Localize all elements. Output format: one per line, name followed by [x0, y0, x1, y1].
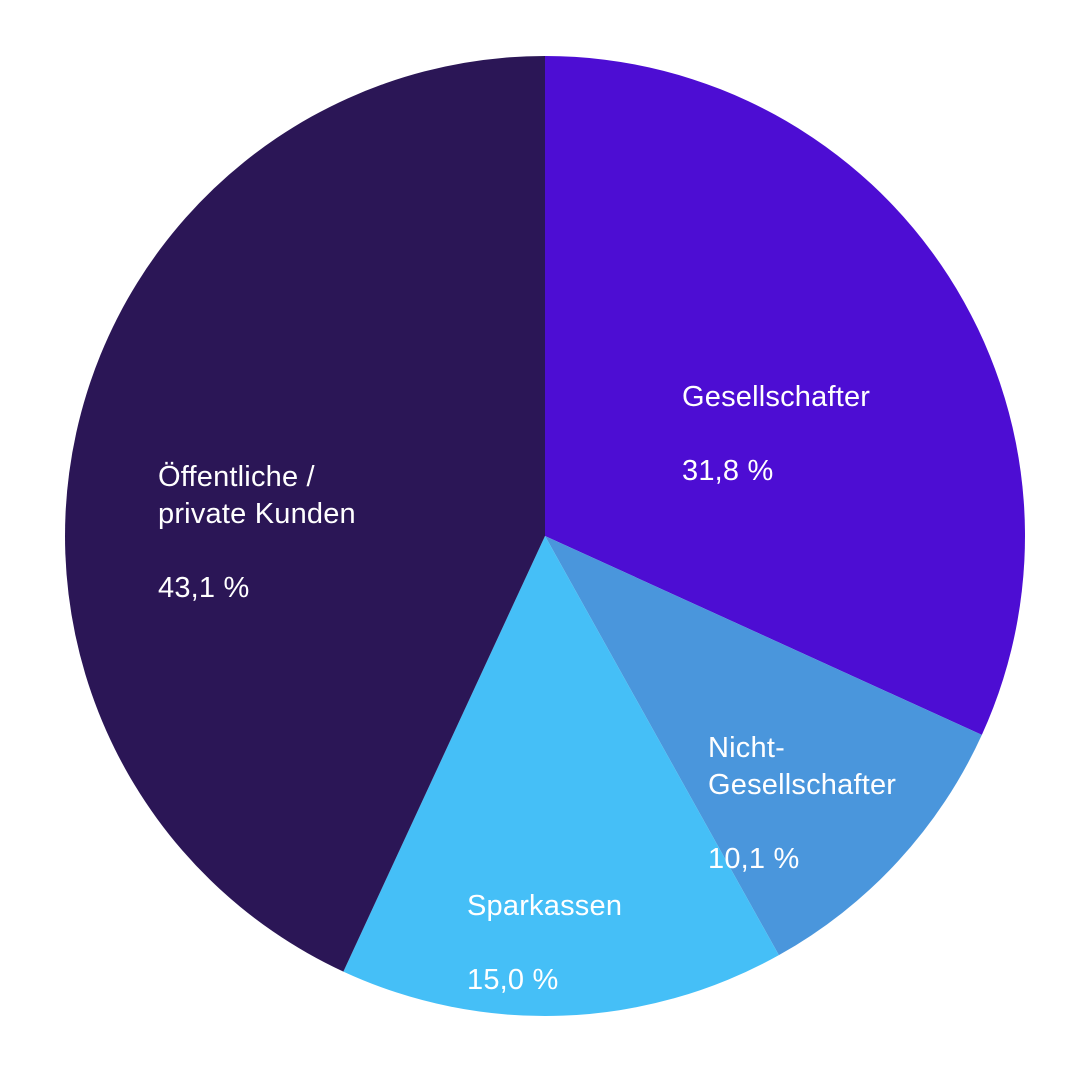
- pie-slice-nicht-gesellschafter: [545, 536, 982, 956]
- pie-slice-oeffentliche-private-kunden: [65, 56, 546, 972]
- pie-slice-sparkassen: [343, 536, 779, 1017]
- pie-slice-gesellschafter: [545, 56, 1025, 735]
